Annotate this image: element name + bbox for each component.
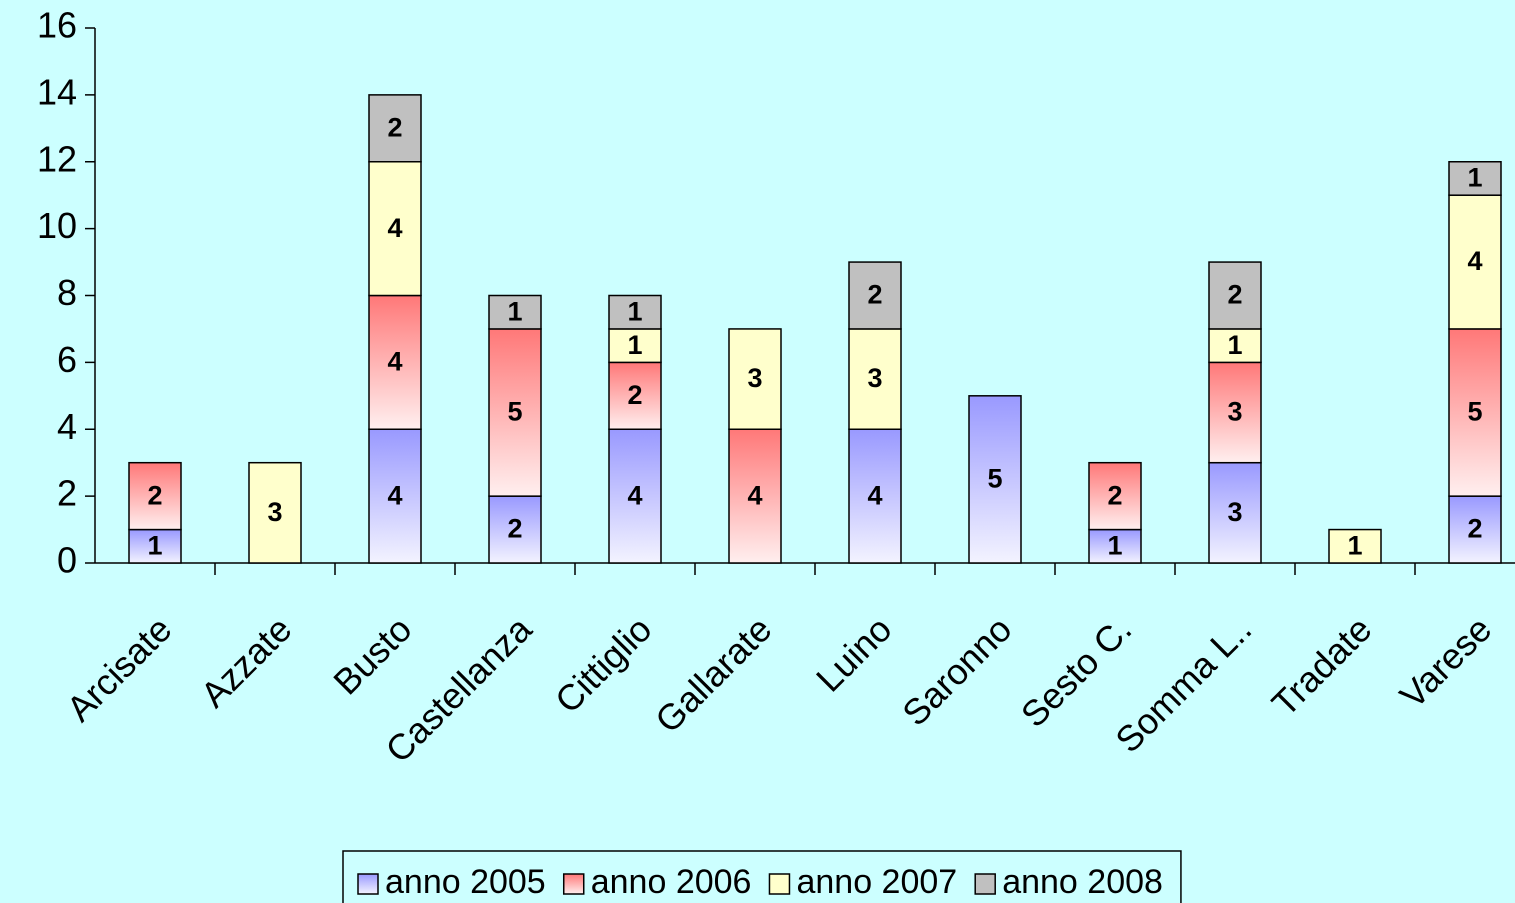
bar-segment: [608, 428, 662, 564]
y-tick-label: 4: [57, 406, 77, 447]
bar-segment: [608, 294, 662, 330]
legend-marker: [768, 873, 791, 895]
legend-marker: [562, 873, 585, 895]
bar-segment: [1208, 328, 1262, 364]
bar-segment: [848, 428, 902, 564]
value-label: 4: [1467, 246, 1482, 276]
bar-segment: [488, 294, 542, 330]
value-label: 5: [1467, 397, 1482, 427]
value-label: 2: [147, 480, 162, 510]
y-tick-label: 16: [37, 5, 77, 46]
y-tick-label: 2: [57, 473, 77, 514]
y-tick-label: 8: [57, 272, 77, 313]
bar-segment: [728, 328, 782, 430]
legend-label: anno 2006: [591, 863, 752, 901]
legend-marker: [974, 873, 996, 895]
x-tick-label: Gallarate: [647, 608, 779, 740]
value-label: 1: [147, 530, 162, 560]
value-label: 3: [747, 363, 762, 393]
legend-label: anno 2005: [385, 863, 546, 901]
value-label: 4: [387, 480, 402, 510]
y-tick-label: 10: [37, 205, 77, 246]
value-label: 2: [1107, 480, 1122, 510]
value-label: 4: [747, 480, 762, 510]
x-tick-label: Arcisate: [58, 608, 179, 729]
y-tick-label: 0: [57, 540, 77, 581]
value-label: 2: [1467, 514, 1482, 544]
bar-segment: [248, 461, 302, 564]
y-tick-label: 12: [37, 138, 77, 179]
x-tick-label: Luino: [808, 608, 899, 699]
value-label: 3: [267, 497, 282, 527]
value-label: 2: [627, 380, 642, 410]
y-tick-label: 14: [37, 71, 77, 112]
bar-segment: [128, 528, 182, 564]
value-label: 4: [867, 480, 882, 510]
value-label: 2: [507, 514, 522, 544]
value-label: 1: [1467, 163, 1482, 193]
bar-segment: [368, 94, 422, 163]
bar-segment: [1328, 528, 1382, 564]
bar-segment: [368, 161, 422, 297]
bar-segment: [608, 361, 662, 430]
legend-label: anno 2007: [796, 863, 957, 901]
value-label: 4: [627, 480, 642, 510]
bar-segment: [968, 395, 1022, 564]
x-tick-label: Sesto C.: [1013, 608, 1140, 735]
bar-segment: [1208, 461, 1262, 564]
value-label: 4: [387, 213, 402, 243]
bar-segment: [608, 328, 662, 364]
legend-box: [342, 850, 1182, 903]
value-label: 1: [507, 296, 522, 326]
value-label: 3: [1227, 397, 1242, 427]
legend-label: anno 2008: [1002, 863, 1163, 901]
bar-segment: [1448, 328, 1502, 497]
bar-segment: [848, 261, 902, 330]
x-tick-label: Busto: [325, 608, 419, 702]
value-label: 1: [627, 330, 642, 360]
x-tick-label: Tradate: [1264, 608, 1380, 724]
bar-segment: [728, 428, 782, 564]
x-tick-label: Cittiglio: [547, 608, 659, 720]
bar-segment: [488, 495, 542, 564]
value-label: 4: [387, 347, 402, 377]
bar-segment: [488, 328, 542, 497]
value-label: 1: [1107, 530, 1122, 560]
legend-marker: [357, 873, 379, 895]
bar-segment: [368, 294, 422, 430]
value-label: 1: [1347, 530, 1362, 560]
value-label: 3: [1227, 497, 1242, 527]
value-label: 5: [987, 464, 1002, 494]
bar-segment: [1448, 161, 1502, 196]
x-tick-label: Azzate: [193, 608, 300, 715]
y-tick-label: 6: [57, 339, 77, 380]
value-label: 2: [387, 112, 402, 142]
bar-segment: [1448, 495, 1502, 564]
bar-segment: [1208, 261, 1262, 330]
value-label: 1: [627, 296, 642, 326]
value-label: 5: [507, 397, 522, 427]
value-label: 1: [1227, 330, 1242, 360]
value-label: 3: [867, 363, 882, 393]
x-tick-label: Saronno: [894, 608, 1019, 733]
bar-segment: [128, 461, 182, 531]
bar-segment: [1088, 461, 1142, 531]
x-tick-label: Varese: [1392, 608, 1500, 716]
bar-segment: [848, 328, 902, 430]
value-label: 2: [867, 280, 882, 310]
value-label: 2: [1227, 280, 1242, 310]
